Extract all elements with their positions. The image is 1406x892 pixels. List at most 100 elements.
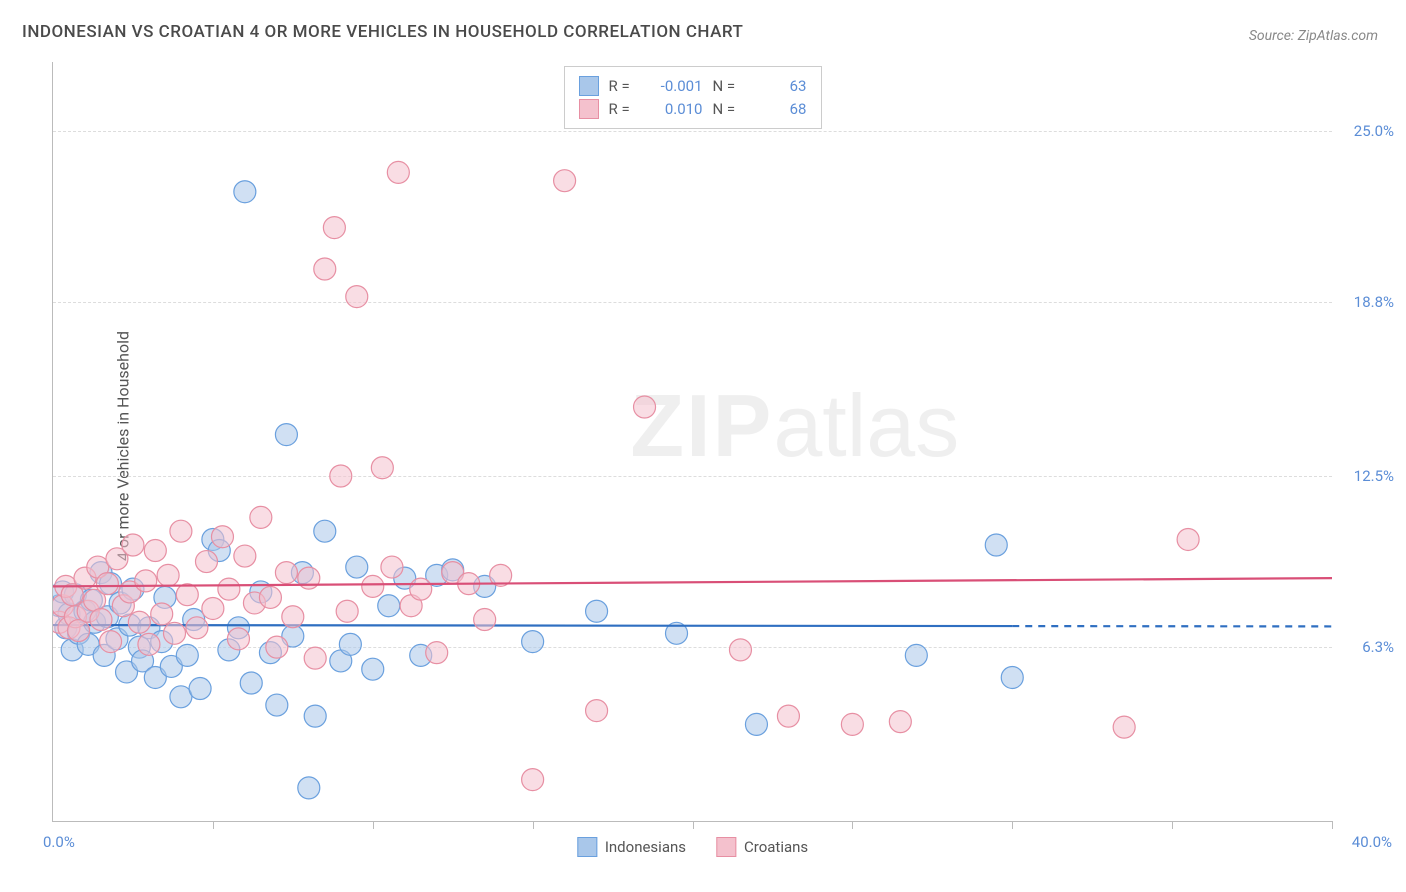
scatter-point (243, 592, 265, 614)
scatter-point (135, 570, 157, 592)
scatter-point (745, 713, 767, 735)
scatter-point (426, 642, 448, 664)
scatter-point (458, 573, 480, 595)
scatter-point (80, 589, 102, 611)
y-tick-label: 6.3% (1362, 638, 1394, 656)
scatter-point (202, 597, 224, 619)
stat-r-label: R = (609, 100, 637, 118)
swatch-indonesians (577, 837, 597, 857)
scatter-point (96, 606, 118, 628)
scatter-point (985, 534, 1007, 556)
y-tick-label: 12.5% (1354, 467, 1394, 485)
swatch-croatians (716, 837, 736, 857)
scatter-point (323, 217, 345, 239)
scatter-point (84, 589, 106, 611)
scatter-point (250, 506, 272, 528)
scatter-point (77, 600, 99, 622)
scatter-point (259, 586, 281, 608)
scatter-point (119, 614, 141, 636)
chart-title: INDONESIAN VS CROATIAN 4 OR MORE VEHICLE… (22, 22, 743, 42)
scatter-point (522, 769, 544, 791)
scatter-point (74, 567, 96, 589)
watermark-rest: atlas (773, 376, 959, 475)
scatter-point (96, 573, 118, 595)
scatter-point (211, 526, 233, 548)
scatter-point (259, 642, 281, 664)
scatter-point (189, 678, 211, 700)
legend-label: Indonesians (605, 838, 686, 856)
scatter-point (234, 181, 256, 203)
scatter-point (227, 617, 249, 639)
legend-series: Indonesians Croatians (577, 837, 808, 857)
scatter-point (90, 609, 112, 631)
scatter-point (132, 650, 154, 672)
scatter-point (777, 705, 799, 727)
legend-item-indonesians: Indonesians (577, 837, 686, 857)
scatter-point (208, 540, 230, 562)
scatter-point (106, 548, 128, 570)
scatter-point (442, 562, 464, 584)
scatter-point (186, 617, 208, 639)
scatter-point (291, 562, 313, 584)
scatter-point (298, 777, 320, 799)
scatter-point (490, 564, 512, 586)
scatter-point (183, 609, 205, 631)
gridline (53, 131, 1332, 132)
scatter-point (170, 686, 192, 708)
scatter-point (122, 578, 144, 600)
scatter-point (138, 617, 160, 639)
stat-r-value: 0.010 (647, 100, 703, 118)
scatter-point (122, 534, 144, 556)
scatter-point (77, 633, 99, 655)
stat-n-label: N = (713, 100, 741, 118)
plot-area: ZIPatlas R = -0.001 N = 63 R = 0.010 N =… (52, 62, 1332, 822)
scatter-point (410, 578, 432, 600)
scatter-point (298, 567, 320, 589)
scatter-point (160, 655, 182, 677)
scatter-point (426, 564, 448, 586)
scatter-point (314, 258, 336, 280)
scatter-point (346, 286, 368, 308)
scatter-point (394, 567, 416, 589)
swatch-croatians (579, 99, 599, 119)
scatter-point (144, 666, 166, 688)
x-tick (533, 821, 534, 829)
gridline (53, 476, 1332, 477)
scatter-point (729, 639, 751, 661)
scatter-point (586, 700, 608, 722)
y-tick-label: 25.0% (1354, 122, 1394, 140)
stat-r-value: -0.001 (647, 77, 703, 95)
scatter-point (889, 711, 911, 733)
watermark: ZIPatlas (630, 375, 959, 477)
scatter-point (362, 658, 384, 680)
scatter-point (154, 586, 176, 608)
scatter-point (195, 551, 217, 573)
scatter-point (362, 575, 384, 597)
legend-stats: R = -0.001 N = 63 R = 0.010 N = 68 (564, 66, 822, 129)
scatter-point (522, 631, 544, 653)
scatter-point (282, 625, 304, 647)
x-tick (1172, 821, 1173, 829)
scatter-point (234, 545, 256, 567)
scatter-point (109, 592, 131, 614)
scatter-point (55, 617, 77, 639)
scatter-point (68, 622, 90, 644)
stat-n-value: 68 (751, 100, 807, 118)
scatter-point (1001, 666, 1023, 688)
scatter-point (634, 396, 656, 418)
x-tick (1332, 821, 1333, 829)
gridline (53, 302, 1332, 303)
scatter-point (250, 581, 272, 603)
scatter-point (119, 581, 141, 603)
scatter-point (314, 520, 336, 542)
scatter-point (58, 603, 80, 625)
legend-label: Croatians (744, 838, 808, 856)
stat-n-label: N = (713, 77, 741, 95)
gridline (53, 647, 1332, 648)
stat-r-label: R = (609, 77, 637, 95)
scatter-point (218, 578, 240, 600)
scatter-point (1177, 528, 1199, 550)
scatter-point (74, 600, 96, 622)
scatter-point (87, 556, 109, 578)
scatter-point (55, 575, 77, 597)
